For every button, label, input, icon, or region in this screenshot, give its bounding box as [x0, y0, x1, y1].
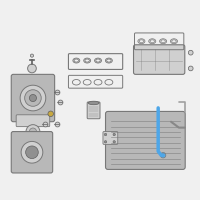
Circle shape — [48, 111, 53, 117]
Circle shape — [29, 94, 36, 102]
Circle shape — [113, 141, 115, 143]
Ellipse shape — [160, 39, 167, 44]
Circle shape — [104, 133, 107, 136]
Ellipse shape — [85, 59, 89, 62]
Circle shape — [29, 128, 36, 135]
Circle shape — [188, 66, 193, 71]
Circle shape — [21, 141, 43, 163]
Ellipse shape — [72, 79, 80, 85]
Ellipse shape — [150, 40, 154, 43]
FancyBboxPatch shape — [11, 132, 53, 173]
FancyBboxPatch shape — [87, 102, 100, 119]
Circle shape — [26, 125, 40, 138]
Ellipse shape — [94, 79, 102, 85]
Ellipse shape — [73, 58, 80, 63]
Circle shape — [104, 141, 107, 143]
Ellipse shape — [138, 39, 145, 44]
Ellipse shape — [83, 79, 91, 85]
Ellipse shape — [88, 101, 99, 105]
FancyBboxPatch shape — [134, 45, 185, 74]
Ellipse shape — [139, 40, 144, 43]
FancyBboxPatch shape — [16, 115, 50, 127]
Circle shape — [188, 50, 193, 55]
Circle shape — [160, 152, 166, 158]
Ellipse shape — [161, 40, 165, 43]
Circle shape — [113, 133, 115, 136]
Ellipse shape — [74, 59, 79, 62]
Circle shape — [20, 85, 46, 111]
FancyBboxPatch shape — [106, 111, 185, 169]
Ellipse shape — [84, 58, 91, 63]
Circle shape — [30, 54, 34, 57]
Ellipse shape — [149, 39, 156, 44]
Ellipse shape — [170, 39, 178, 44]
Ellipse shape — [105, 79, 113, 85]
Ellipse shape — [95, 58, 101, 63]
Ellipse shape — [96, 59, 100, 62]
Ellipse shape — [107, 59, 111, 62]
Ellipse shape — [105, 58, 112, 63]
FancyBboxPatch shape — [11, 74, 55, 122]
Circle shape — [26, 146, 38, 159]
Ellipse shape — [172, 40, 176, 43]
Circle shape — [25, 90, 41, 106]
FancyBboxPatch shape — [103, 132, 118, 144]
Circle shape — [28, 64, 36, 73]
